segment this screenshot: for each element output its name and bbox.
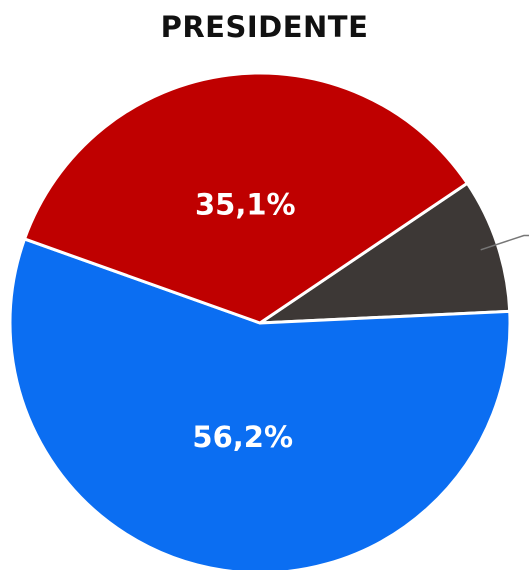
pie-leader-line-0 — [480, 234, 529, 251]
pie-slice-1 — [8, 237, 512, 570]
pie-label-2: 35,1% — [195, 187, 296, 221]
pie-slice-2 — [23, 71, 469, 325]
pie-label-1: 56,2% — [192, 420, 293, 454]
chart-title: PRESIDENTE — [160, 10, 369, 44]
